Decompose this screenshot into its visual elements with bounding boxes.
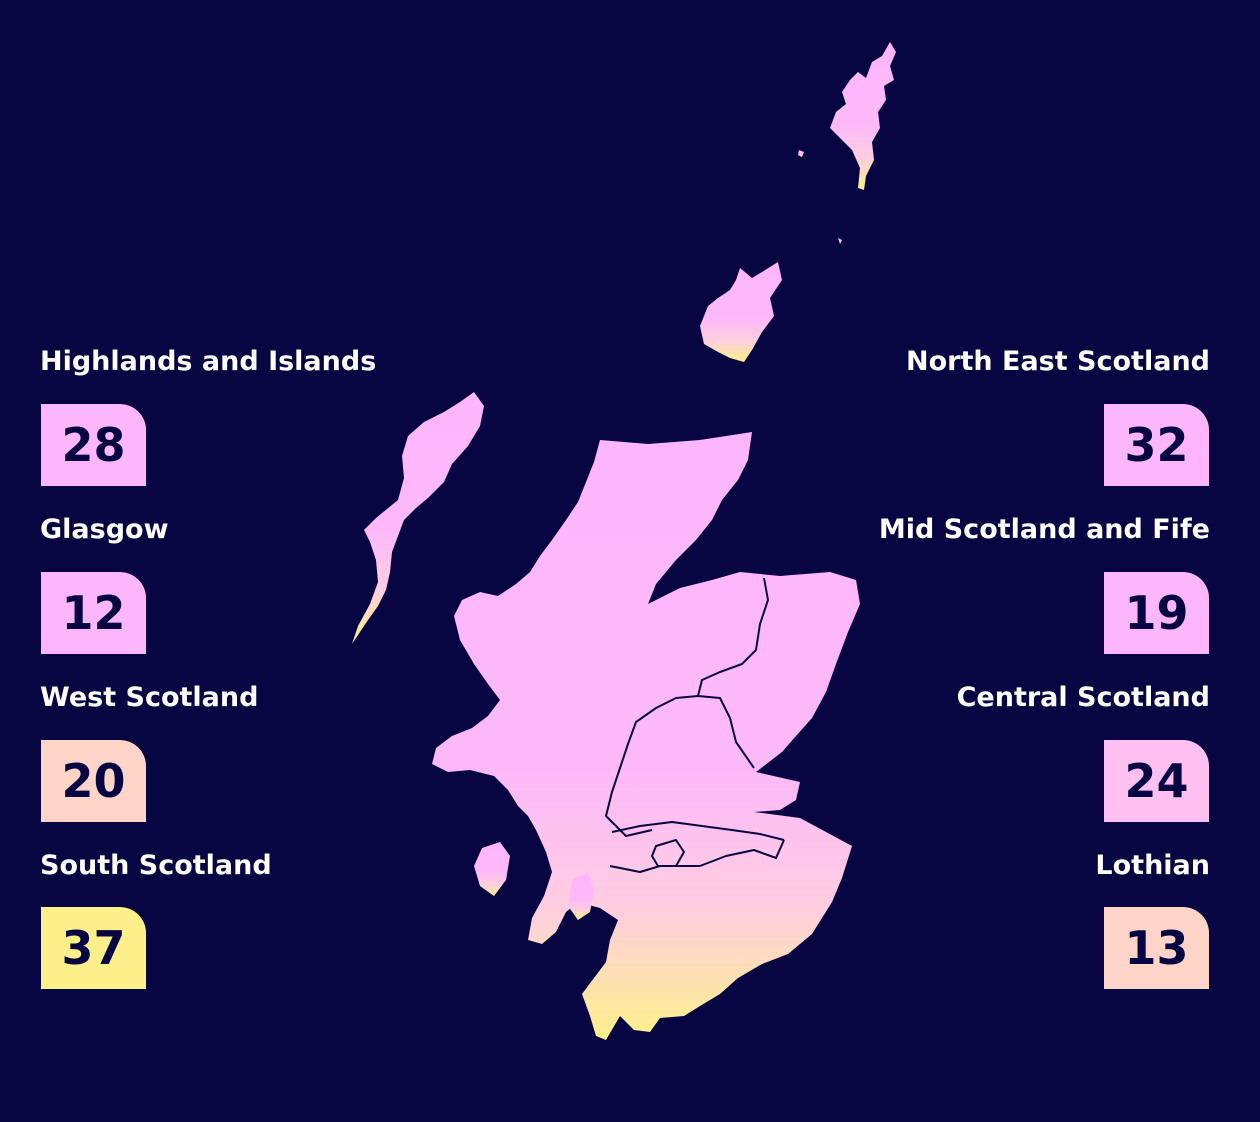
boundary-mid-scotland <box>605 695 699 837</box>
outer-hebrides <box>352 392 484 644</box>
boundary-west <box>609 865 700 873</box>
region-label-glasgow: Glasgow <box>40 514 169 545</box>
region-value-central-scotland: 24 <box>1104 740 1209 822</box>
region-value-highlands-and-islands: 28 <box>41 404 146 486</box>
region-label-south-scotland: South Scotland <box>40 850 272 881</box>
orkney-islands <box>700 262 782 362</box>
region-label-central-scotland: Central Scotland <box>956 682 1210 713</box>
region-label-west-scotland: West Scotland <box>40 682 259 713</box>
region-value-mid-scotland-and-fife: 19 <box>1104 572 1209 654</box>
islay <box>474 842 510 896</box>
region-label-lothian: Lothian <box>1095 850 1210 881</box>
region-value-north-east-scotland: 32 <box>1104 404 1209 486</box>
region-label-highlands-and-islands: Highlands and Islands <box>40 346 377 377</box>
region-value-lothian: 13 <box>1104 907 1209 989</box>
region-label-mid-scotland-and-fife: Mid Scotland and Fife <box>878 514 1210 545</box>
region-value-west-scotland: 20 <box>41 740 146 822</box>
isle-of-arran <box>568 872 594 920</box>
boundary-lothian <box>699 839 785 867</box>
boundary-central <box>611 821 785 841</box>
region-label-north-east-scotland: North East Scotland <box>906 346 1210 377</box>
region-value-glasgow: 12 <box>41 572 146 654</box>
region-value-south-scotland: 37 <box>41 907 146 989</box>
scotland-mainland <box>432 432 860 1040</box>
boundary-north-east <box>697 577 769 769</box>
shetland-islands <box>830 42 896 190</box>
